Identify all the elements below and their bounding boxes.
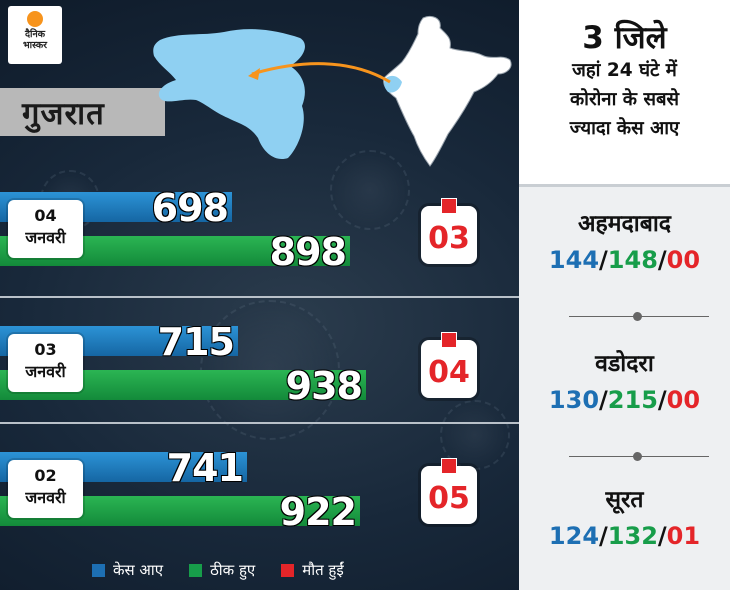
panel-heading: 3 जिले — [582, 20, 667, 56]
panel-subheading-line: ज्यादा केस आए — [569, 118, 680, 139]
deaths-badge: 04 — [421, 332, 477, 398]
legend-item-recovered: ठीक हुए — [189, 560, 255, 580]
row-divider — [0, 296, 519, 298]
legend-item-cases: केस आए — [92, 560, 163, 580]
city-deaths: 01 — [666, 522, 701, 550]
city-figures: 124/132/01 — [519, 522, 730, 550]
cases-value: 741 — [166, 446, 244, 490]
gujarat-map-icon — [153, 29, 305, 160]
city-recovered: 132 — [607, 522, 658, 550]
city-divider — [569, 312, 709, 321]
map-graphic — [153, 15, 512, 167]
india-map-icon — [383, 15, 512, 167]
recovered-value: 938 — [285, 364, 363, 408]
panel-subheading-line: कोरोना के सबसे — [569, 89, 680, 110]
date-month: जनवरी — [25, 488, 66, 507]
sun-icon — [27, 11, 43, 27]
panel-header: 3 जिले जहां 24 घंटे में कोरोना के सबसे ज… — [519, 0, 730, 187]
legend: केस आए ठीक हुए मौत हुईं — [92, 560, 370, 580]
date-label: 03 जनवरी — [8, 334, 83, 392]
legend-label: मौत हुईं — [302, 561, 344, 579]
panel-subheading-line: जहां 24 घंटे में — [572, 60, 677, 81]
brand-line2: भास्कर — [22, 40, 48, 51]
separator: / — [599, 386, 608, 414]
date-label: 02 जनवरी — [8, 460, 83, 518]
deaths-value: 04 — [428, 355, 470, 390]
state-title-bar: गुजरात — [0, 88, 165, 136]
separator: / — [599, 246, 608, 274]
death-marker-icon — [441, 198, 457, 214]
city-cases: 130 — [548, 386, 600, 414]
legend-swatch — [281, 563, 295, 577]
recovered-value: 922 — [279, 490, 357, 534]
city-recovered: 215 — [607, 386, 658, 414]
date-month: जनवरी — [25, 228, 66, 247]
city-name: अहमदाबाद — [577, 211, 671, 237]
city-figures: 144/148/00 — [519, 246, 730, 274]
date-day: 02 — [34, 466, 57, 485]
date-day: 03 — [34, 340, 57, 359]
death-marker-icon — [441, 458, 457, 474]
city-ahmedabad: अहमदाबाद 144/148/00 — [519, 206, 730, 274]
cases-value: 715 — [157, 320, 235, 364]
top-districts-panel: 3 जिले जहां 24 घंटे में कोरोना के सबसे ज… — [519, 0, 730, 590]
date-label: 04 जनवरी — [8, 200, 83, 258]
city-surat: सूरत 124/132/01 — [519, 482, 730, 550]
legend-swatch — [92, 563, 105, 577]
deaths-badge: 05 — [421, 458, 477, 524]
virus-decoration — [330, 150, 410, 230]
city-cases: 144 — [548, 246, 600, 274]
separator: / — [599, 522, 608, 550]
deaths-value: 03 — [428, 221, 470, 256]
legend-label: ठीक हुए — [210, 561, 256, 579]
legend-item-deaths: मौत हुईं — [281, 560, 344, 580]
city-figures: 130/215/00 — [519, 386, 730, 414]
brand-line1: दैनिक — [24, 29, 46, 40]
city-vadodara: वडोदरा 130/215/00 — [519, 346, 730, 414]
legend-swatch — [189, 563, 203, 577]
city-name: सूरत — [605, 487, 644, 513]
deaths-badge: 03 — [421, 198, 477, 264]
date-month: जनवरी — [25, 362, 66, 381]
arrow-head-icon — [248, 68, 260, 80]
city-cases: 124 — [548, 522, 600, 550]
separator: / — [657, 246, 667, 274]
city-recovered: 148 — [607, 246, 658, 274]
state-title: गुजरात — [22, 96, 105, 132]
separator: / — [657, 386, 667, 414]
city-divider — [569, 452, 709, 461]
pointer-arrow — [251, 62, 391, 84]
death-marker-icon — [441, 332, 457, 348]
separator: / — [657, 522, 667, 550]
legend-label: केस आए — [113, 561, 164, 579]
city-deaths: 00 — [666, 386, 701, 414]
deaths-value: 05 — [428, 481, 470, 516]
city-deaths: 00 — [666, 246, 701, 274]
city-name: वडोदरा — [595, 351, 654, 377]
date-day: 04 — [34, 206, 57, 225]
row-divider — [0, 422, 519, 424]
cases-value: 698 — [151, 186, 229, 230]
brand-logo: दैनिक भास्कर — [8, 6, 62, 64]
recovered-value: 898 — [269, 230, 347, 274]
